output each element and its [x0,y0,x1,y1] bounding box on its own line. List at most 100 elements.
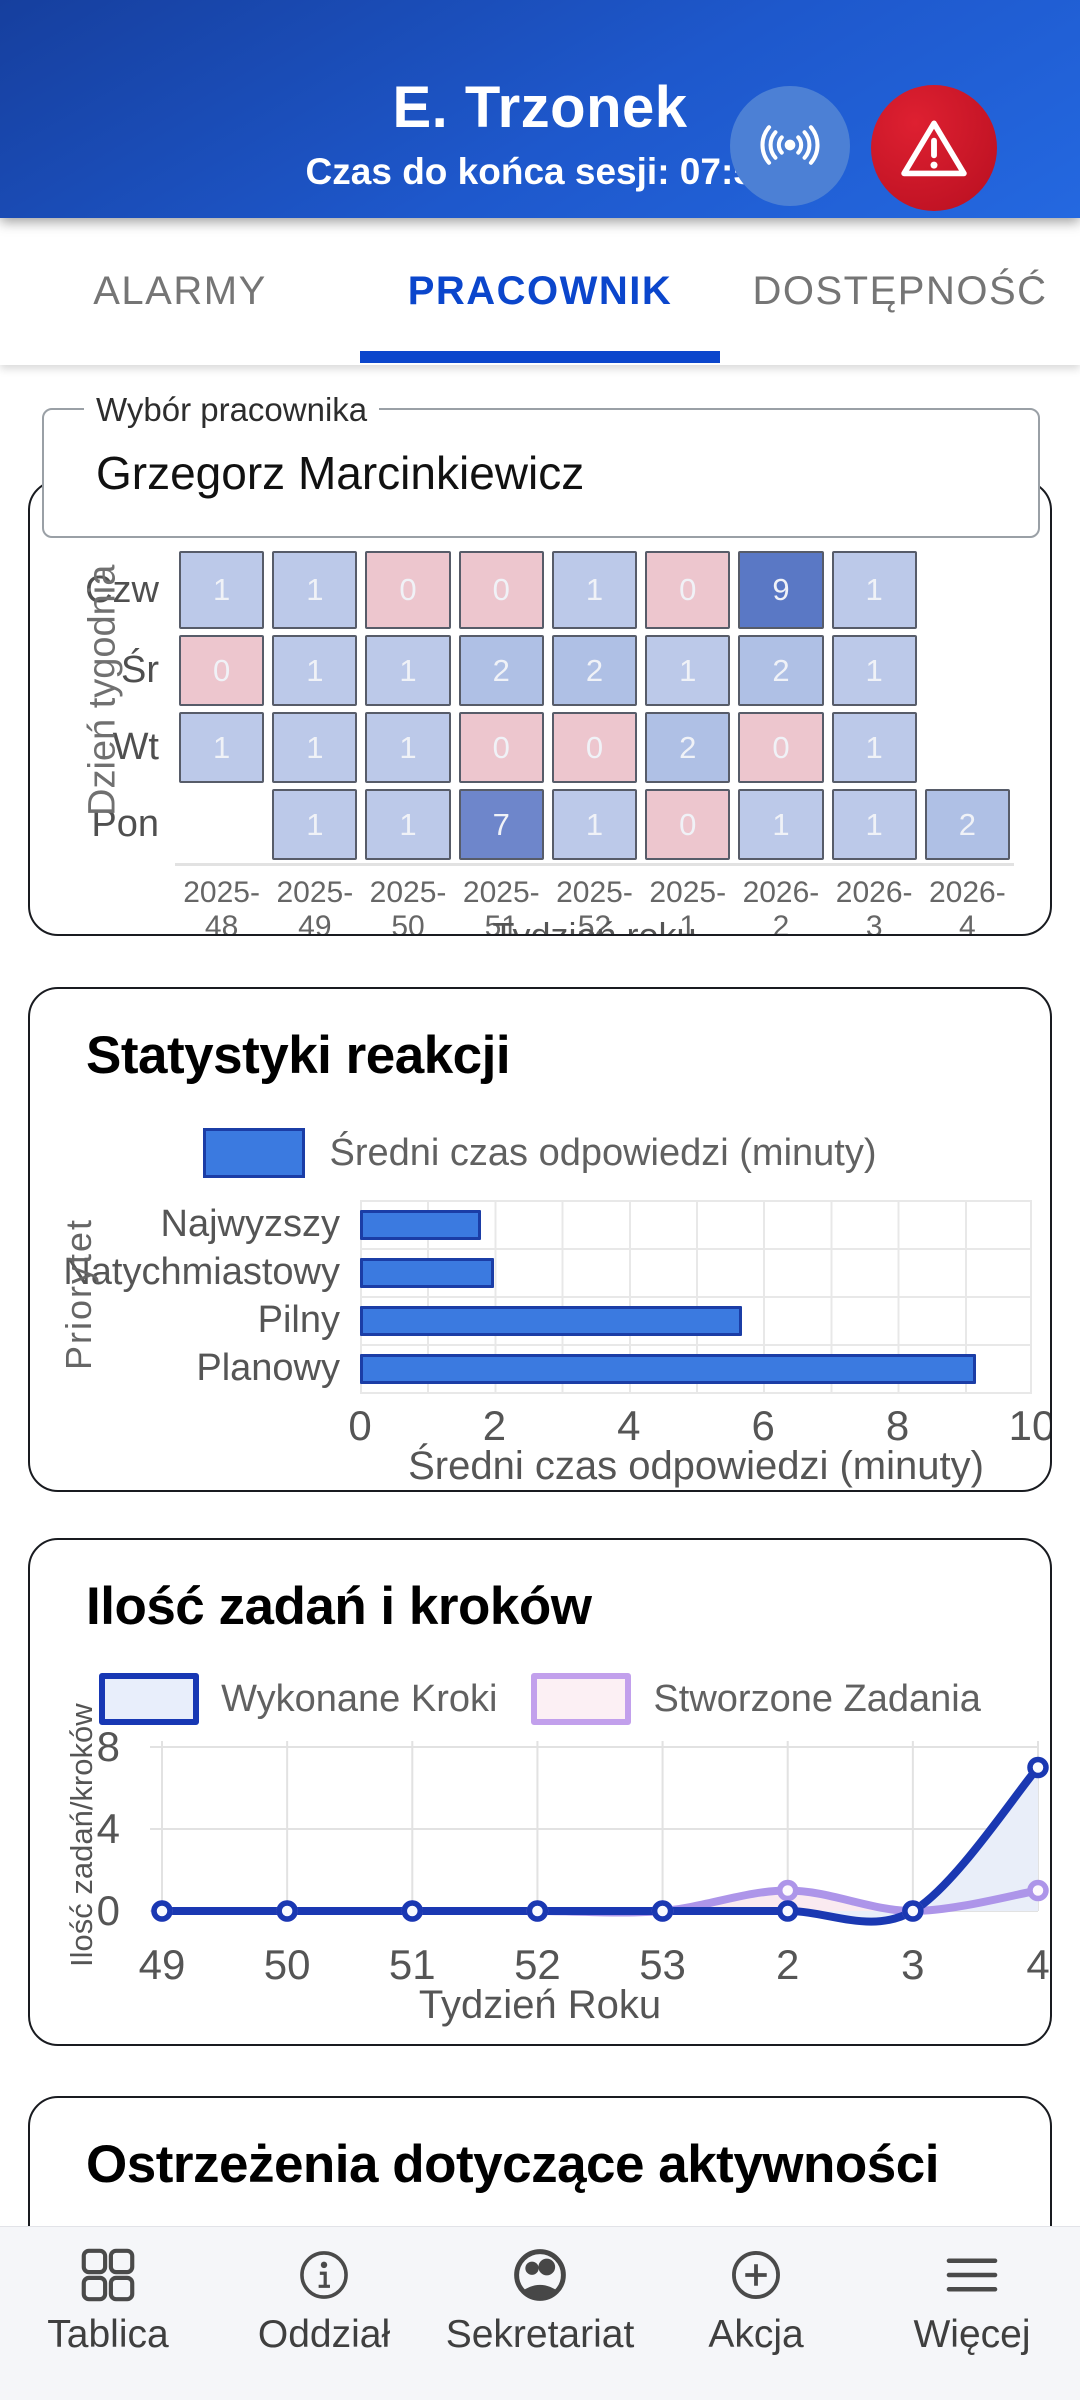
reaction-legend-swatch [203,1128,306,1178]
employee-select[interactable]: Wybór pracownika Grzegorz Marcinkiewicz [42,391,1040,538]
nav-item-oddzial[interactable]: Oddział [216,2227,432,2400]
barchart-x-tick: 6 [751,1402,775,1449]
legend-item-steps: Wykonane Kroki [99,1673,497,1725]
top-tabbar: ALARMY PRACOWNIK DOSTĘPNOŚĆ [0,218,1080,365]
barchart-x-axis-label: Średni czas odpowiedzi (minuty) [408,1444,984,1488]
heatmap-col-label: 2026-4 [920,863,1014,934]
heatmap-axis-corner [30,863,175,907]
linechart-yticks: 0 4 8 [30,1723,134,1934]
nav-item-sekretariat[interactable]: Sekretariat [432,2227,648,2400]
heatmap-cell: 1 [272,712,358,783]
tasks-legend-swatch [531,1673,632,1725]
broadcast-icon [757,112,823,181]
session-countdown: Czas do końca sesji: 07:59 [305,151,775,192]
heatmap-cell: 1 [272,635,358,706]
heatmap-cell: 0 [365,551,451,629]
heatmap-col-label: 2025-1 [641,863,735,934]
broadcast-button[interactable] [730,86,850,206]
linechart-y-tick: 0 [96,1887,120,1934]
linechart-xlabels: 49 50 51 52 53 2 3 4 [139,1931,1050,1988]
heatmap-col-label: 2026-2 [734,863,828,934]
barchart-x-tick: 10 [1008,1402,1052,1449]
barchart-row [360,1202,1030,1250]
heatmap-cell: 1 [831,789,917,860]
reaction-legend: Średni czas odpowiedzi (minuty) [30,1128,1050,1178]
heatmap-cell: 2 [924,789,1010,860]
menu-icon [943,2243,1001,2307]
nav-item-akcja[interactable]: Akcja [648,2227,864,2400]
heatmap-cell: 1 [645,635,731,706]
warning-triangle-icon [895,111,973,186]
linechart-y-tick: 4 [96,1805,120,1852]
linechart-y-tick: 8 [96,1723,120,1770]
tasks-steps-card: Ilość zadań i kroków Wykonane Kroki Stwo… [28,1538,1052,2046]
bar [360,1258,494,1288]
barchart-x-tick: 4 [617,1402,641,1449]
linechart-x-tick: 52 [514,1941,561,1988]
heatmap-cell: 1 [551,551,638,629]
linechart-x-tick: 4 [1026,1941,1050,1988]
barchart-plot [360,1200,1032,1394]
header-titles: E. Trzonek Czas do końca sesji: 07:59 [0,74,1080,193]
barchart-row [360,1298,1030,1346]
barchart-row [360,1346,1030,1394]
dashboard-grid-icon [78,2243,138,2307]
linechart-x-tick: 3 [901,1941,925,1988]
heatmap-cell: 0 [179,635,265,706]
heatmap-cell-empty [925,712,1010,783]
heatmap-cell: 2 [738,635,824,706]
linechart-x-tick: 49 [138,1941,186,1988]
heatmap-cell: 0 [645,789,731,860]
heatmap-row-label: Pon [91,803,159,845]
heatmap-cell: 2 [551,635,638,706]
heatmap-col-label: 2025-48 [175,863,269,934]
tasks-legend-label: Stworzone Zadania [653,1677,981,1720]
reaction-stats-card: Statystyki reakcji Średni czas odpowiedz… [28,987,1052,1492]
employee-select-label: Wybór pracownika [84,391,380,429]
heatmap-cell: 1 [365,712,451,783]
nav-label: Tablica [47,2313,169,2356]
nav-label: Więcej [913,2313,1031,2356]
barchart-category-label: Pilny [257,1298,340,1341]
heatmap-cell: 1 [272,551,358,629]
linechart-x-tick: 53 [639,1941,686,1988]
heatmap-cell-empty [179,789,264,860]
heatmap-row-label: Śr [121,649,159,691]
barchart-labels: Najwyzszy Natychmiastowy Pilny Planowy [30,1200,360,1394]
app-header: E. Trzonek Czas do końca sesji: 07:59 [0,0,1080,218]
heatmap-col-label: 2025-50 [361,863,455,934]
barchart-x-tick: 2 [482,1402,507,1449]
alert-button[interactable] [871,85,997,211]
linechart-x-tick: 51 [388,1941,436,1988]
bar [360,1354,977,1384]
heatmap-cell: 0 [645,551,731,629]
bar [360,1210,481,1240]
nav-item-wiecej[interactable]: Więcej [864,2227,1080,2400]
heatmap-cell: 1 [831,551,917,629]
heatmap-cell: 0 [458,551,544,629]
barchart-category-label: Najwyzszy [160,1202,340,1245]
heatmap-col-label: 2025-52 [547,863,642,934]
tab-alarmy[interactable]: ALARMY [0,218,360,365]
heatmap-cell: 2 [458,635,544,706]
heatmap-cell-empty [925,551,1010,629]
heatmap-cell: 1 [831,712,917,783]
heatmap-cell: 0 [738,712,824,783]
steps-legend-swatch [99,1673,200,1725]
tab-dostepnosc[interactable]: DOSTĘPNOŚĆ [720,218,1080,365]
linechart-svg [150,1741,1049,1926]
linechart-x-tick: 2 [776,1941,800,1988]
heatmap-cell-empty [925,635,1010,706]
heatmap-cell: 2 [645,712,731,783]
barchart-category-label: Planowy [196,1346,340,1389]
contacts-icon [508,2243,572,2307]
nav-item-tablica[interactable]: Tablica [0,2227,216,2400]
heatmap-cell: 1 [179,712,265,783]
steps-legend-label: Wykonane Kroki [221,1677,498,1720]
bottom-navbar: Tablica Oddział [0,2226,1080,2400]
heatmap-cell: 1 [365,635,451,706]
tab-pracownik[interactable]: PRACOWNIK [360,218,720,365]
heatmap-cell: 9 [738,551,824,629]
